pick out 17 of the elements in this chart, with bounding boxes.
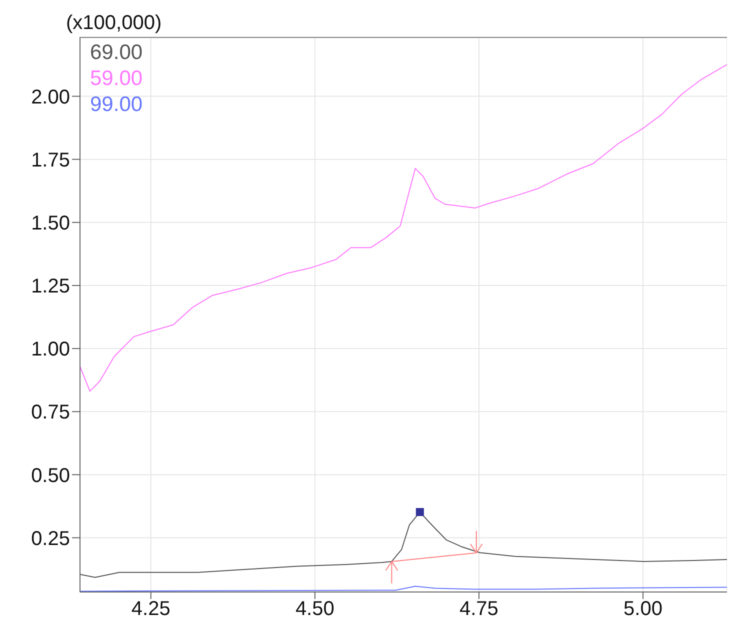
y-tick-label: 1.25	[31, 276, 70, 298]
x-tick-label: 4.75	[459, 598, 498, 620]
text: 99.00	[90, 92, 143, 118]
y-axis-title: (x100,000)	[66, 12, 162, 35]
x-tick-label: 4.50	[295, 598, 334, 620]
line-series	[80, 64, 727, 392]
x-tick-label: 5.00	[624, 598, 662, 620]
text: 69.00	[90, 40, 143, 66]
y-tick-label: 1.75	[31, 149, 70, 172]
y-tick-label: 0.25	[31, 528, 70, 550]
y-tick-label: 0.50	[31, 464, 70, 487]
x-tick-label: 4.25	[131, 598, 170, 620]
y-tick-label: 1.00	[31, 338, 70, 361]
y-tick-label: 1.50	[31, 212, 70, 235]
y-tick-label: 2.00	[31, 86, 70, 108]
text: 59.00	[90, 66, 143, 92]
y-tick-label: 0.75	[31, 402, 70, 424]
